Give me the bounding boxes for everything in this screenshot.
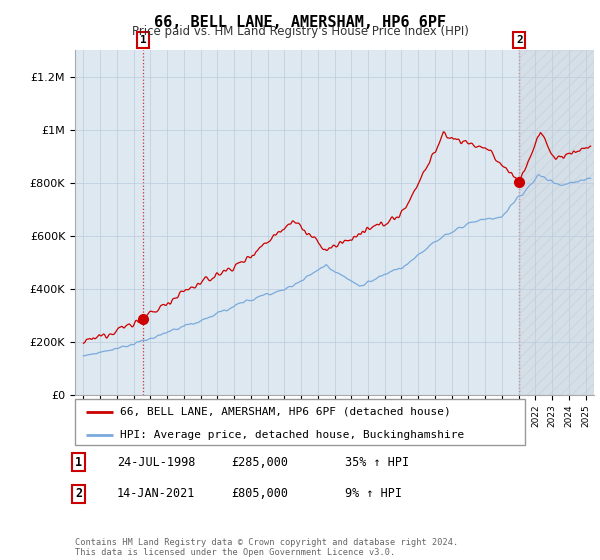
Bar: [520, 50, 594, 395]
FancyBboxPatch shape: [75, 399, 525, 445]
Text: HPI: Average price, detached house, Buckinghamshire: HPI: Average price, detached house, Buck…: [120, 430, 464, 440]
Text: 35% ↑ HPI: 35% ↑ HPI: [345, 455, 409, 469]
Text: Contains HM Land Registry data © Crown copyright and database right 2024.
This d: Contains HM Land Registry data © Crown c…: [75, 538, 458, 557]
Text: 66, BELL LANE, AMERSHAM, HP6 6PF: 66, BELL LANE, AMERSHAM, HP6 6PF: [154, 15, 446, 30]
Text: 1: 1: [140, 35, 146, 45]
Text: 24-JUL-1998: 24-JUL-1998: [117, 455, 196, 469]
Text: 9% ↑ HPI: 9% ↑ HPI: [345, 487, 402, 501]
Text: 66, BELL LANE, AMERSHAM, HP6 6PF (detached house): 66, BELL LANE, AMERSHAM, HP6 6PF (detach…: [120, 407, 451, 417]
Text: 2: 2: [75, 487, 82, 501]
Text: £285,000: £285,000: [231, 455, 288, 469]
Text: £805,000: £805,000: [231, 487, 288, 501]
Text: 2: 2: [516, 35, 523, 45]
Text: Price paid vs. HM Land Registry's House Price Index (HPI): Price paid vs. HM Land Registry's House …: [131, 25, 469, 38]
Text: 1: 1: [75, 455, 82, 469]
Text: 14-JAN-2021: 14-JAN-2021: [117, 487, 196, 501]
